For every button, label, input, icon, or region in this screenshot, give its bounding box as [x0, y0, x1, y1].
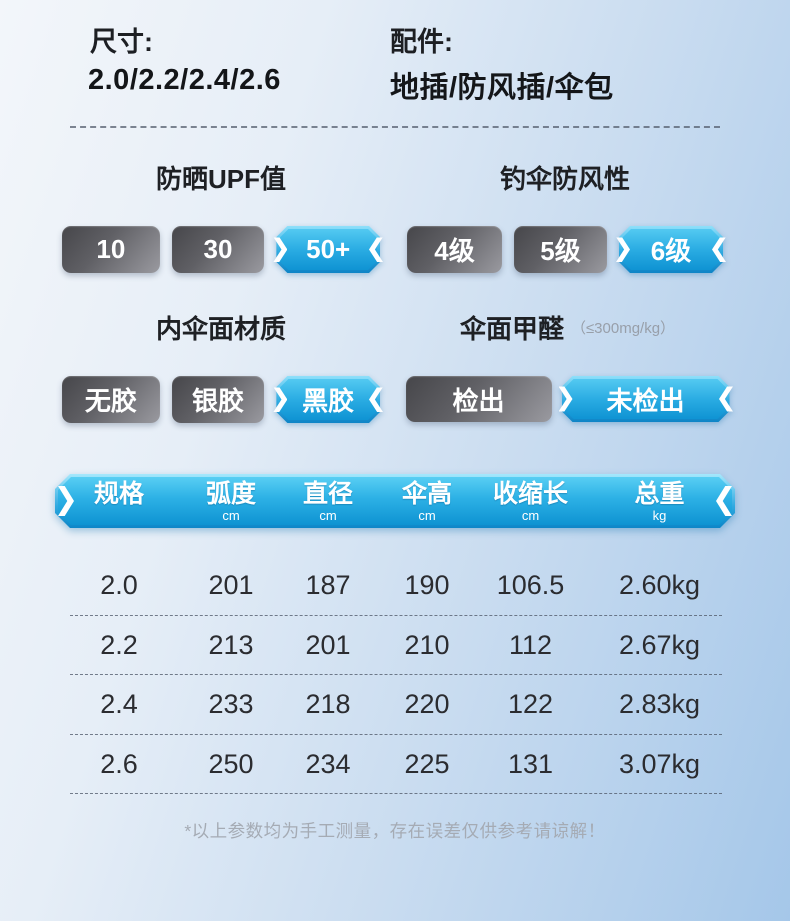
material-options: 无胶 银胶 黑胶 — [62, 376, 380, 423]
material-option-black-coating[interactable]: 黑胶 — [273, 376, 380, 423]
formaldehyde-options: 检出 未检出 — [400, 376, 735, 423]
column-header-folded-length: 收缩长 cm — [492, 480, 568, 523]
material-option-no-coating[interactable]: 无胶 — [62, 376, 160, 423]
wind-option-level5[interactable]: 5级 — [514, 226, 607, 273]
top-divider — [70, 126, 720, 128]
upf-option-10[interactable]: 10 — [62, 226, 160, 273]
upf-title-text: 防晒UPF值 — [155, 164, 286, 194]
upf-option-50plus[interactable]: 50+ — [273, 226, 380, 273]
column-header-spec: 规格 — [93, 480, 144, 508]
accessories-value: 地插/防风插/伞包 — [390, 72, 614, 104]
formaldehyde-option-not-detected[interactable]: 未检出 — [558, 376, 730, 422]
upf-title: 防晒UPF值 — [62, 160, 380, 198]
material-option-silver-coating[interactable]: 银胶 — [171, 376, 265, 423]
spec-table-body: 2.0 201 187 190 106.5 2.60kg 2.2 213 201… — [55, 556, 735, 794]
upf-group: 防晒UPF值 10 30 50+ — [62, 160, 380, 273]
formaldehyde-option-detected[interactable]: 检出 — [405, 376, 552, 422]
size-value: 2.0/2.2/2.4/2.6 — [88, 64, 281, 96]
measurement-disclaimer: *以上参数均为手工测量，存在误差仅供参考请谅解！ — [184, 821, 606, 841]
badge-fill — [279, 229, 377, 270]
column-header-weight: 总重 kg — [634, 480, 685, 523]
wind-group: 钓伞防风性 4级 5级 6级 — [405, 160, 725, 273]
wind-options: 4级 5级 6级 — [405, 226, 725, 273]
material-group: 内伞面材质 无胶 银胶 黑胶 — [62, 310, 380, 423]
formaldehyde-limit-note: （≤300mg/kg） — [570, 320, 676, 337]
spec-table-header-banner: 规格 弧度 cm 直径 cm 伞高 cm 收缩长 cm 总重 kg — [55, 474, 735, 528]
upf-options: 10 30 50+ — [62, 226, 380, 273]
column-headers: 规格 弧度 cm 直径 cm 伞高 cm 收缩长 cm 总重 kg — [55, 474, 735, 528]
badge-fill — [622, 229, 720, 270]
table-row: 2.2 213 201 210 112 2.67kg — [55, 616, 735, 676]
table-row: 2.0 201 187 190 106.5 2.60kg — [55, 556, 735, 616]
size-label: 尺寸: — [90, 27, 153, 57]
column-header-arc: 弧度 cm — [205, 480, 256, 523]
badge-fill — [279, 379, 377, 420]
material-title-text: 内伞面材质 — [155, 314, 286, 344]
material-title: 内伞面材质 — [62, 310, 380, 348]
wind-option-level4[interactable]: 4级 — [407, 226, 502, 273]
accessories-label: 配件: — [390, 27, 453, 57]
wind-option-level6[interactable]: 6级 — [616, 226, 723, 273]
formaldehyde-group: 伞面甲醛 （≤300mg/kg） 检出 未检出 — [400, 310, 735, 423]
column-header-diameter: 直径 cm — [302, 480, 353, 523]
badge-fill — [565, 379, 727, 419]
table-row: 2.4 233 218 220 122 2.83kg — [55, 675, 735, 735]
wind-title-text: 钓伞防风性 — [499, 164, 630, 194]
table-row: 2.6 250 234 225 131 3.07kg — [55, 735, 735, 795]
banner-fill — [58, 477, 732, 525]
upf-option-30[interactable]: 30 — [171, 226, 265, 273]
wind-title: 钓伞防风性 — [405, 160, 725, 198]
formaldehyde-title-text: 伞面甲醛 — [459, 314, 564, 344]
formaldehyde-title: 伞面甲醛 （≤300mg/kg） — [400, 310, 735, 348]
column-header-height: 伞高 cm — [401, 480, 452, 523]
